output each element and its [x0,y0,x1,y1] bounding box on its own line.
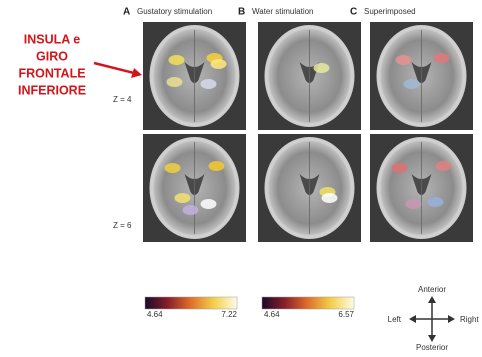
colorbar-max: 6.57 [338,310,354,319]
brain-slice [258,134,361,242]
compass-label: Anterior [418,285,446,294]
colorbar [262,297,354,309]
activation [201,199,217,209]
activation [201,79,217,89]
activation [175,193,191,203]
activation [209,161,225,171]
activation [167,77,183,87]
brain-images [143,22,473,242]
panel-title: Water stimulation [252,7,314,16]
compass-label: Left [388,315,402,324]
slice-label: Z = 6 [113,221,132,230]
activation [404,79,420,89]
colorbar-min: 4.64 [264,310,280,319]
annotation: INSULA e GIRO FRONTALE INFERIORE [18,32,142,97]
panel-title: Superimposed [364,7,416,16]
activation [183,205,199,215]
activation [436,161,452,171]
brain-slice [258,22,361,130]
activation [406,199,422,209]
activation [392,163,408,173]
compass-arrow [409,315,416,323]
brain-slice [143,22,246,130]
activation [396,55,412,65]
panel-letter: B [238,7,245,18]
activation [314,63,330,73]
arrow [94,63,134,73]
activation [322,193,338,203]
activation [211,59,227,69]
colorbar-max: 7.22 [221,310,237,319]
annotation-line: GIRO [36,49,68,63]
brain-slice [370,22,473,130]
colorbar [145,297,237,309]
annotation-line: FRONTALE [18,66,85,80]
annotation-line: INSULA e [24,32,81,46]
activation [428,197,444,207]
slice-label: Z = 4 [113,95,132,104]
brain-slice [143,134,246,242]
figure: INSULA e GIRO FRONTALE INFERIORE Anterio… [0,0,482,352]
activation [169,55,185,65]
compass: Anterior Left Right Posterior [388,285,480,352]
compass-arrow [448,315,455,323]
compass-arrow [428,296,436,303]
annotation-line: INFERIORE [18,83,86,97]
panel-letter: A [123,7,130,18]
panel-title: Gustatory stimulation [137,7,212,16]
compass-arrow [428,335,436,342]
activation [434,53,450,63]
activation [165,163,181,173]
arrow-head [131,68,142,78]
brain-slice [370,134,473,242]
compass-label: Posterior [416,343,448,352]
compass-label: Right [460,315,479,324]
colorbar-min: 4.64 [147,310,163,319]
panel-letter: C [350,7,357,18]
